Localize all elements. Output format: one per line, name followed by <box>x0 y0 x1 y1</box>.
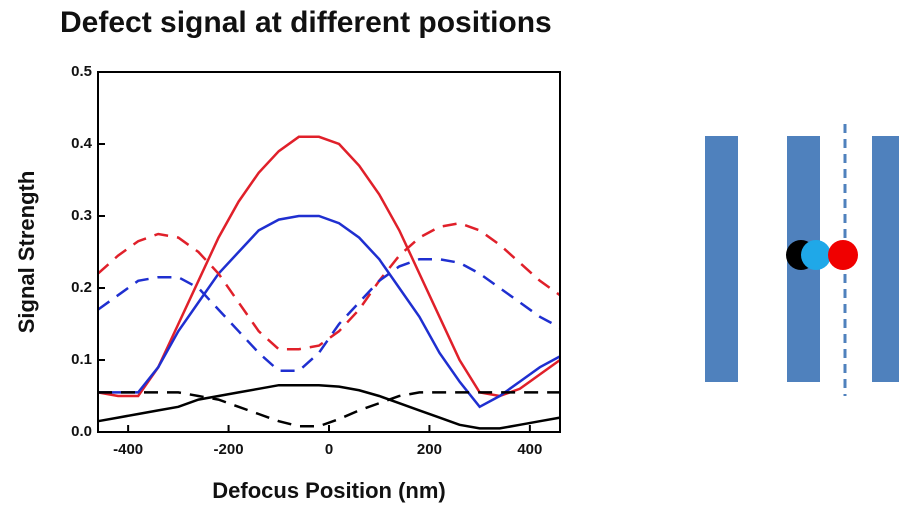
series-line <box>97 383 561 430</box>
plot-frame <box>97 71 561 433</box>
y-tick-label: 0.2 <box>71 279 92 296</box>
x-tick-label: 200 <box>417 441 442 458</box>
y-tick-label: 0.1 <box>71 351 92 368</box>
series-line <box>97 221 561 351</box>
series-line <box>97 135 561 398</box>
x-axis-label: Defocus Position (nm) <box>212 478 445 503</box>
y-axis-label: Signal Strength <box>14 171 39 334</box>
diagram <box>705 124 899 396</box>
stripe <box>872 136 899 382</box>
y-tick-label: 0.0 <box>71 423 92 440</box>
x-tick-label: -400 <box>113 441 143 458</box>
series-line <box>97 257 561 373</box>
position-dot <box>828 240 858 270</box>
y-tick-label: 0.3 <box>71 207 92 224</box>
series-line <box>98 214 561 409</box>
chart-title: Defect signal at different positions <box>60 6 552 39</box>
stripe <box>705 136 738 382</box>
y-tick-label: 0.4 <box>71 135 93 152</box>
x-tick-label: -200 <box>214 441 244 458</box>
position-dot <box>801 240 831 270</box>
y-tick-label: 0.5 <box>71 63 92 80</box>
plot-area <box>97 135 561 430</box>
x-tick-label: 400 <box>517 441 542 458</box>
x-tick-label: 0 <box>325 441 333 458</box>
series-line <box>98 391 560 428</box>
